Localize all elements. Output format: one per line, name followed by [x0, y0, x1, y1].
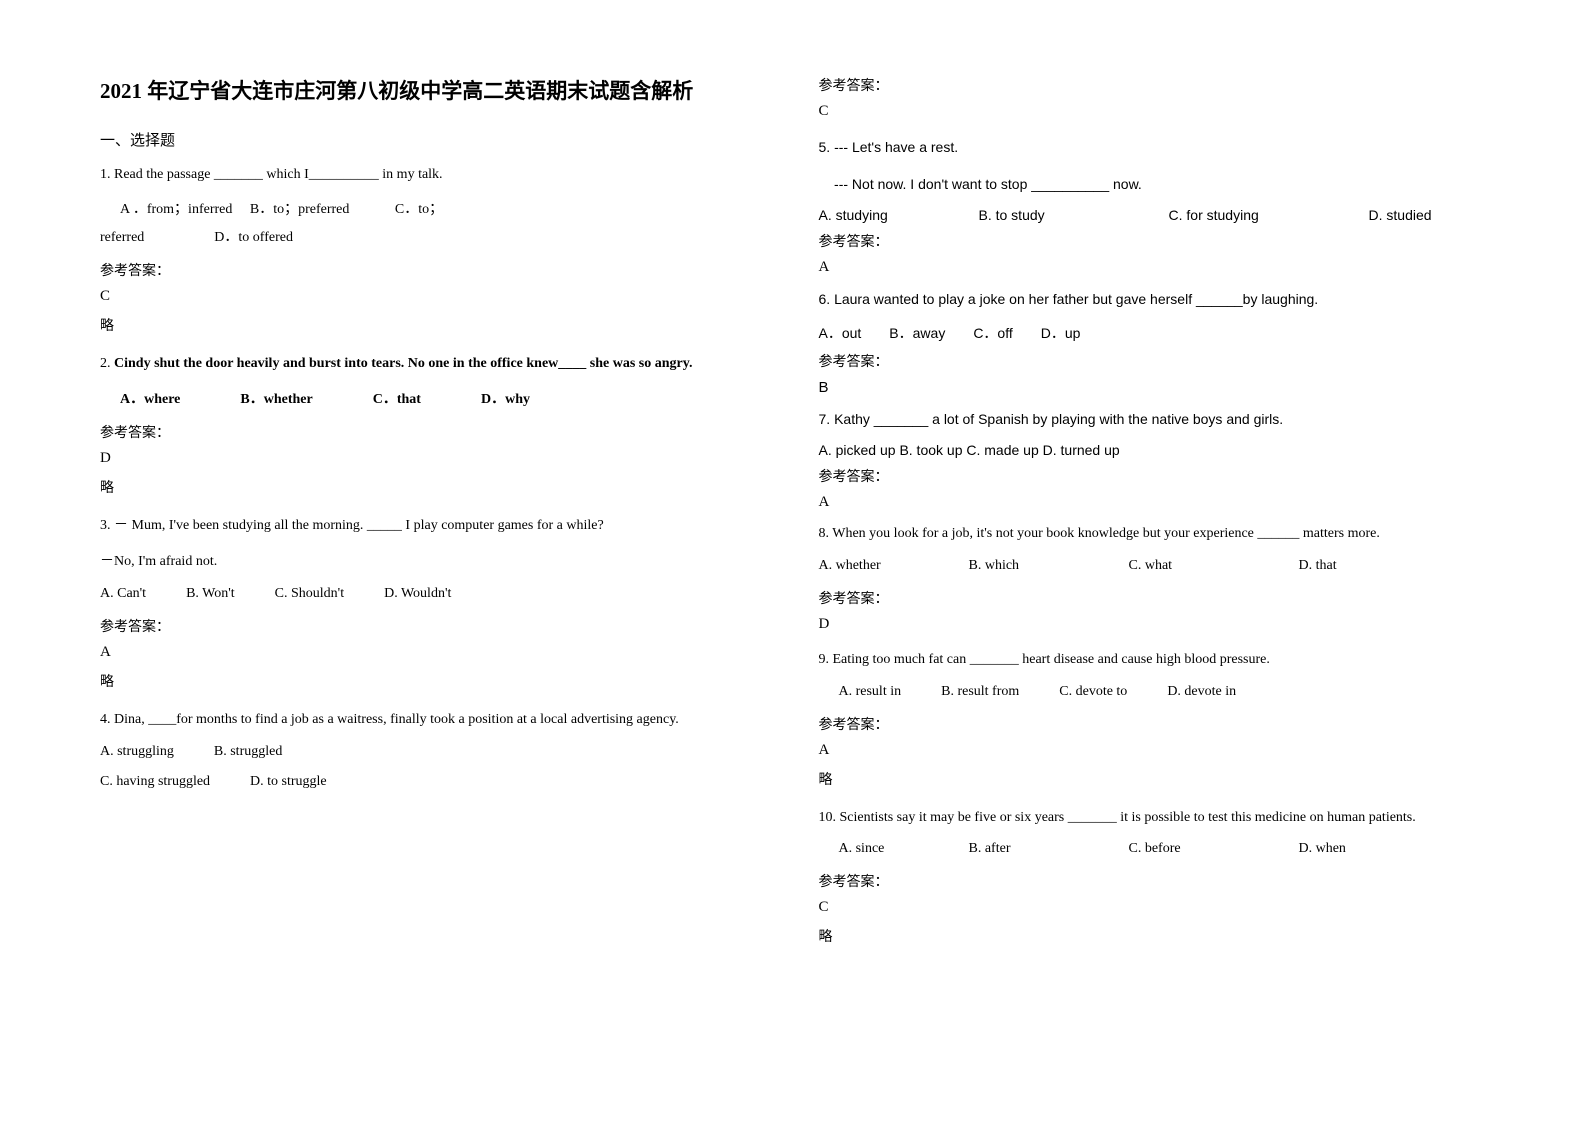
question-5-text1: 5. --- Let's have a rest.: [819, 134, 1488, 161]
answer-label: 参考答案：: [819, 714, 1488, 734]
answer-label: 参考答案：: [819, 588, 1488, 608]
q4-opt-c: C. having struggled: [100, 774, 210, 790]
q2-opt-c: C．that: [373, 388, 421, 408]
q2-opt-a: A．where: [120, 388, 180, 408]
question-4-options-1: A. struggling B. struggled: [100, 744, 769, 760]
q10-opt-b: B. after: [969, 841, 1129, 857]
question-5-text2: --- Not now. I don't want to stop ______…: [819, 171, 1488, 198]
q9-opt-b: B. result from: [941, 684, 1019, 700]
q2-answer: D: [100, 450, 769, 467]
question-9-text: 9. Eating too much fat can _______ heart…: [819, 647, 1488, 674]
q1-opt-c: C．to；: [395, 202, 443, 217]
q4-opt-a: A. struggling: [100, 744, 174, 760]
q5-answer: A: [819, 259, 1488, 276]
question-7-text: 7. Kathy _______ a lot of Spanish by pla…: [819, 406, 1488, 433]
answer-label: 参考答案：: [100, 616, 769, 636]
q1-opt-b: B．to；preferred: [250, 202, 350, 217]
question-3-text2: －No, I'm afraid not.: [100, 549, 769, 576]
q1-line2b: D．to offered: [214, 230, 293, 245]
answer-label: 参考答案：: [819, 871, 1488, 891]
q9-opt-a: A. result in: [839, 684, 902, 700]
question-8-options: A. whether B. which C. what D. that: [819, 558, 1488, 574]
section-header: 一、选择题: [100, 129, 769, 150]
q3-note: 略: [100, 671, 769, 691]
q3-opt-b: B. Won't: [186, 586, 235, 602]
q5-opt-b: B. to study: [979, 207, 1169, 223]
answer-label: 参考答案：: [819, 231, 1488, 251]
q2-prefix: 2.: [100, 356, 114, 371]
q3-opt-c: C. Shouldn't: [275, 586, 344, 602]
q1-opt-a: A ．from；inferred: [120, 202, 232, 217]
q5-opt-a: A. studying: [819, 207, 979, 223]
q2-opt-d: D．why: [481, 388, 530, 408]
q10-note: 略: [819, 926, 1488, 946]
question-1-options-line2: referred D．to offered: [100, 226, 769, 246]
left-column: 2021 年辽宁省大连市庄河第八初级中学高二英语期末试题含解析 一、选择题 1.…: [100, 75, 769, 962]
answer-label: 参考答案：: [100, 260, 769, 280]
q3-opt-d: D. Wouldn't: [384, 586, 451, 602]
q10-answer: C: [819, 899, 1488, 916]
right-column: 参考答案： C 5. --- Let's have a rest. --- No…: [819, 75, 1488, 962]
q2-note: 略: [100, 477, 769, 497]
question-4-text: 4. Dina, ____for months to find a job as…: [100, 707, 769, 734]
document-title: 2021 年辽宁省大连市庄河第八初级中学高二英语期末试题含解析: [100, 75, 769, 109]
q8-opt-a: A. whether: [819, 558, 969, 574]
question-9-options: A. result in B. result from C. devote to…: [819, 684, 1488, 700]
q1-answer: C: [100, 288, 769, 305]
answer-label: 参考答案：: [100, 422, 769, 442]
answer-label: 参考答案：: [819, 466, 1488, 486]
q5-opt-d: D. studied: [1369, 207, 1432, 223]
q2-bold: Cindy shut the door heavily and burst in…: [114, 356, 692, 371]
q6-answer: B: [819, 379, 1488, 396]
q2-opt-b: B．whether: [240, 388, 312, 408]
question-1-options: A ．from；inferred B．to；preferred C．to；: [100, 198, 769, 218]
page-container: 2021 年辽宁省大连市庄河第八初级中学高二英语期末试题含解析 一、选择题 1.…: [100, 75, 1487, 962]
question-10-text: 10. Scientists say it may be five or six…: [819, 805, 1488, 832]
answer-label: 参考答案：: [819, 351, 1488, 371]
q8-opt-b: B. which: [969, 558, 1129, 574]
q9-opt-c: C. devote to: [1059, 684, 1127, 700]
q8-opt-d: D. that: [1299, 558, 1337, 574]
question-1-text: 1. Read the passage _______ which I_____…: [100, 162, 769, 189]
question-5-options: A. studying B. to study C. for studying …: [819, 207, 1488, 223]
q1-line2a: referred: [100, 230, 144, 245]
q5-opt-c: C. for studying: [1169, 207, 1369, 223]
question-4-options-2: C. having struggled D. to struggle: [100, 774, 769, 790]
question-6-text: 6. Laura wanted to play a joke on her fa…: [819, 286, 1488, 313]
q8-opt-c: C. what: [1129, 558, 1299, 574]
q4-opt-d: D. to struggle: [250, 774, 327, 790]
q3-answer: A: [100, 644, 769, 661]
question-7-options: A. picked up B. took up C. made up D. tu…: [819, 442, 1488, 458]
question-3-options: A. Can't B. Won't C. Shouldn't D. Wouldn…: [100, 586, 769, 602]
q10-opt-d: D. when: [1299, 841, 1346, 857]
q10-opt-a: A. since: [839, 841, 969, 857]
q7-answer: A: [819, 494, 1488, 511]
question-2-options: A．where B．whether C．that D．why: [100, 388, 769, 408]
q8-answer: D: [819, 616, 1488, 633]
question-10-options: A. since B. after C. before D. when: [819, 841, 1488, 857]
answer-label: 参考答案：: [819, 75, 1488, 95]
q9-note: 略: [819, 769, 1488, 789]
q9-answer: A: [819, 742, 1488, 759]
q1-note: 略: [100, 315, 769, 335]
q9-opt-d: D. devote in: [1167, 684, 1236, 700]
question-8-text: 8. When you look for a job, it's not you…: [819, 521, 1488, 548]
question-3-text: 3. － Mum, I've been studying all the mor…: [100, 513, 769, 540]
question-6-options: A．out B．away C．off D．up: [819, 323, 1488, 343]
q4-answer: C: [819, 103, 1488, 120]
question-2-text: 2. Cindy shut the door heavily and burst…: [100, 351, 769, 378]
q3-opt-a: A. Can't: [100, 586, 146, 602]
q4-opt-b: B. struggled: [214, 744, 282, 760]
q10-opt-c: C. before: [1129, 841, 1299, 857]
